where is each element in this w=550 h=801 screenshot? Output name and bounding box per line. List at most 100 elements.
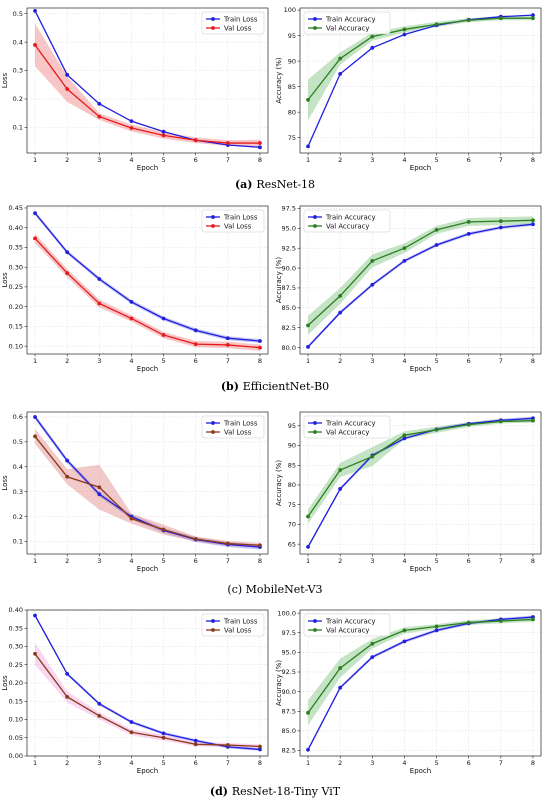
y-tick-label: 82.5 [282, 747, 296, 755]
chart-d-loss: 1 2 3 4 5 6 7 8 0.00 0.05 0.10 0.15 0.20 0.25 0.30 0.35… [1, 606, 269, 775]
legend-entry: Val Loss [224, 428, 252, 436]
x-axis-label: Epoch [410, 565, 431, 573]
y-tick-label: 0.3 [13, 67, 23, 75]
axes-frame [299, 205, 542, 355]
data-point [193, 342, 198, 347]
data-point [225, 743, 230, 747]
data-point [129, 119, 134, 124]
y-axis-label: Loss [1, 72, 9, 88]
y-axis-label: Loss [1, 272, 9, 288]
x-axis-label: Epoch [137, 767, 158, 775]
axes-frame [26, 7, 269, 154]
data-point [370, 454, 375, 459]
y-tick-label: 90 [288, 57, 296, 65]
x-axis-label: Epoch [137, 365, 158, 373]
y-tick-label: 0.40 [9, 224, 23, 232]
x-tick-label: 7 [226, 557, 230, 565]
data-point [161, 129, 166, 134]
x-tick-label: 4 [402, 759, 406, 767]
y-tick-label: 0.1 [13, 538, 23, 546]
axes-frame [299, 609, 542, 757]
data-point [65, 694, 70, 699]
y-tick-label: 0.2 [13, 95, 23, 103]
y-tick-label: 90 [288, 442, 296, 450]
x-tick-label: 1 [33, 156, 37, 164]
x-tick-label: 8 [258, 357, 262, 365]
data-point [97, 701, 102, 706]
data-point [258, 744, 262, 749]
x-tick-label: 5 [434, 156, 438, 164]
legend-entry: Train Loss [223, 213, 258, 221]
series-band-1 [308, 216, 533, 335]
data-point [306, 710, 310, 715]
y-tick-label: 90.0 [282, 264, 296, 272]
data-point [306, 323, 310, 328]
x-axis-label: Epoch [410, 164, 431, 172]
series-line-1 [307, 219, 533, 326]
data-point [370, 45, 375, 50]
data-point [65, 87, 70, 91]
legend-entry: Val Accuracy [326, 222, 369, 230]
series-line-1 [307, 420, 533, 517]
y-axis-label: Accuracy (%) [275, 57, 283, 104]
x-axis-label: Epoch [410, 365, 431, 373]
y-tick-label: 0.10 [9, 342, 23, 350]
series-line-0 [307, 417, 534, 548]
y-tick-label: 80.0 [282, 344, 296, 352]
data-point [97, 277, 102, 281]
data-point [258, 543, 262, 548]
y-tick-label: 0.25 [9, 283, 23, 291]
data-point [129, 300, 134, 304]
axes-frame [26, 205, 269, 355]
series-line-1 [307, 17, 533, 101]
data-point [33, 613, 37, 618]
data-point [466, 422, 471, 427]
data-point [306, 98, 310, 102]
x-tick-label: 6 [467, 759, 471, 767]
data-point [531, 418, 535, 423]
x-tick-label: 7 [226, 759, 230, 767]
y-tick-label: 95 [288, 32, 296, 40]
chart-a-accuracy: 1 2 3 4 5 6 7 8 75 80 85 90 95 100 Epoch Accuracy (%) Tr… [275, 6, 542, 172]
data-point [402, 27, 407, 32]
y-tick-label: 0.15 [9, 697, 23, 705]
x-tick-label: 1 [33, 759, 37, 767]
data-point [225, 141, 230, 145]
y-tick-label: 0.5 [13, 10, 23, 18]
axes-frame [26, 411, 269, 555]
legend-entry: Train Accuracy [325, 419, 376, 427]
data-point [193, 738, 198, 743]
series-line-1 [34, 653, 260, 748]
y-axis-label: Accuracy (%) [275, 460, 283, 507]
data-point [306, 747, 310, 752]
data-point [258, 141, 262, 145]
data-point [338, 685, 343, 690]
y-tick-label: 92.5 [282, 668, 296, 676]
x-tick-label: 5 [161, 557, 165, 565]
legend-marker [313, 215, 317, 219]
legend-entry: Val Loss [224, 222, 252, 230]
y-tick-label: 0.2 [13, 513, 23, 521]
x-tick-label: 6 [194, 759, 198, 767]
data-point [161, 731, 166, 736]
y-axis-label: Loss [1, 475, 9, 491]
legend-entry: Train Accuracy [325, 213, 376, 221]
data-point [402, 259, 407, 263]
data-point [402, 433, 407, 438]
legend-marker [211, 628, 215, 632]
data-point [531, 16, 535, 21]
legend-marker [313, 26, 317, 30]
x-tick-label: 3 [370, 357, 374, 365]
data-point [531, 13, 535, 18]
y-tick-label: 0.35 [9, 624, 23, 632]
data-point [402, 246, 407, 251]
x-tick-label: 6 [467, 557, 471, 565]
x-tick-label: 5 [434, 759, 438, 767]
data-point [33, 211, 37, 216]
data-point [498, 619, 503, 623]
x-tick-label: 4 [129, 357, 133, 365]
x-tick-label: 5 [161, 357, 165, 365]
legend-box [303, 209, 391, 233]
data-point [129, 720, 134, 724]
x-tick-label: 8 [531, 156, 535, 164]
